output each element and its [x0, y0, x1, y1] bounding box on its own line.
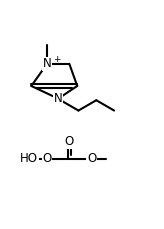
Text: HO: HO [20, 152, 38, 165]
Text: O: O [42, 152, 52, 165]
Text: +: + [53, 55, 60, 63]
Text: O: O [87, 152, 96, 165]
Text: O: O [65, 135, 74, 148]
Text: N: N [54, 92, 63, 105]
Text: N: N [43, 57, 51, 70]
